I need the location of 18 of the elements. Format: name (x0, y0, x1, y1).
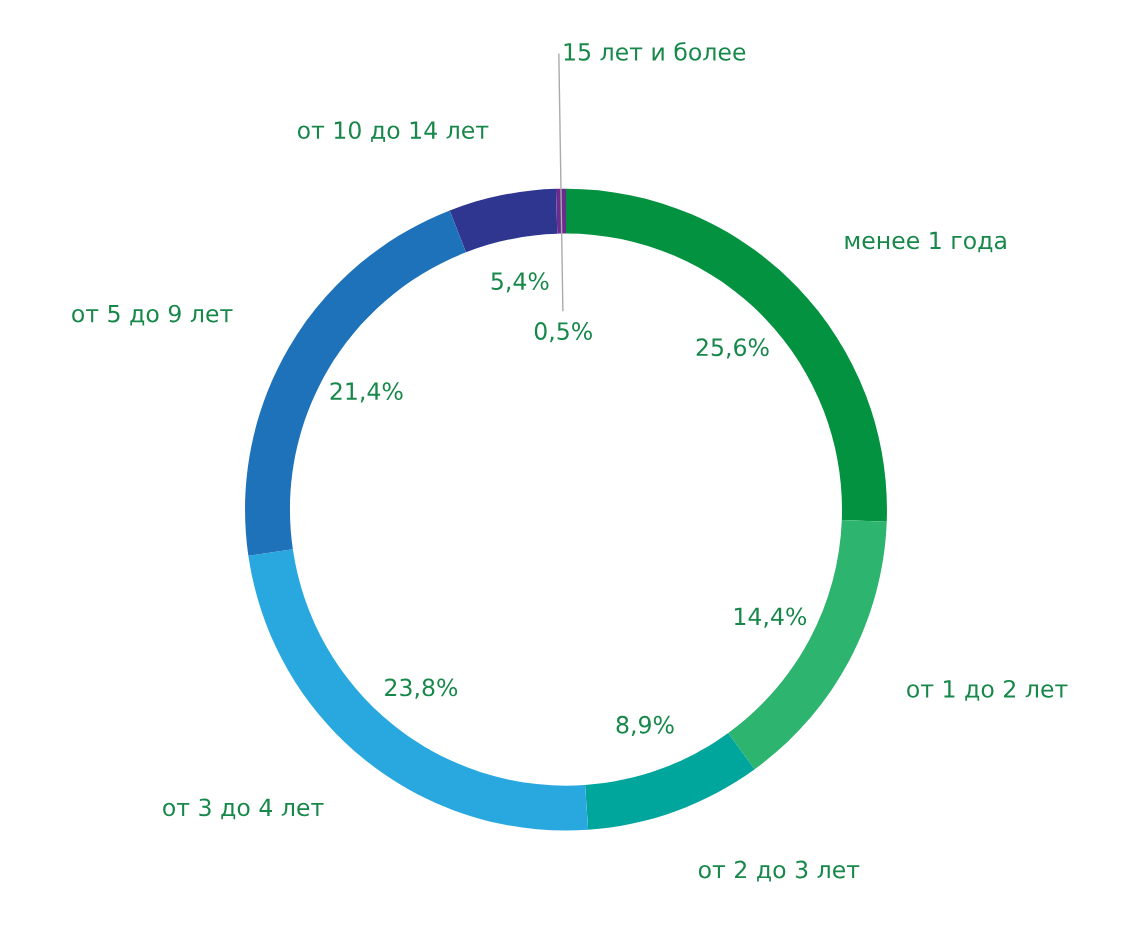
slice-label: от 3 до 4 лет (163, 798, 324, 820)
data-label: 14,4% (734, 607, 807, 628)
slice-label: менее 1 года (845, 231, 1006, 253)
data-label: 21,4% (330, 382, 403, 403)
slice-label: 15 лет и более (564, 42, 746, 61)
donut-slice (449, 188, 558, 253)
data-label: 8,9% (616, 715, 674, 737)
data-label: 5,4% (491, 272, 549, 293)
data-label: 23,8% (385, 678, 458, 699)
donut-slice (245, 210, 466, 556)
slice-label: от 10 до 14 лет (297, 121, 489, 142)
data-label: 0,5% (534, 322, 592, 343)
donut-slice (728, 520, 887, 770)
slice-label: от 5 до 9 лет (72, 304, 233, 326)
slice-label: от 2 до 3 лет (698, 860, 860, 882)
data-label: 25,6% (696, 338, 769, 359)
donut-slice (248, 549, 589, 831)
slice-label: от 1 до 2 лет (907, 679, 1068, 701)
